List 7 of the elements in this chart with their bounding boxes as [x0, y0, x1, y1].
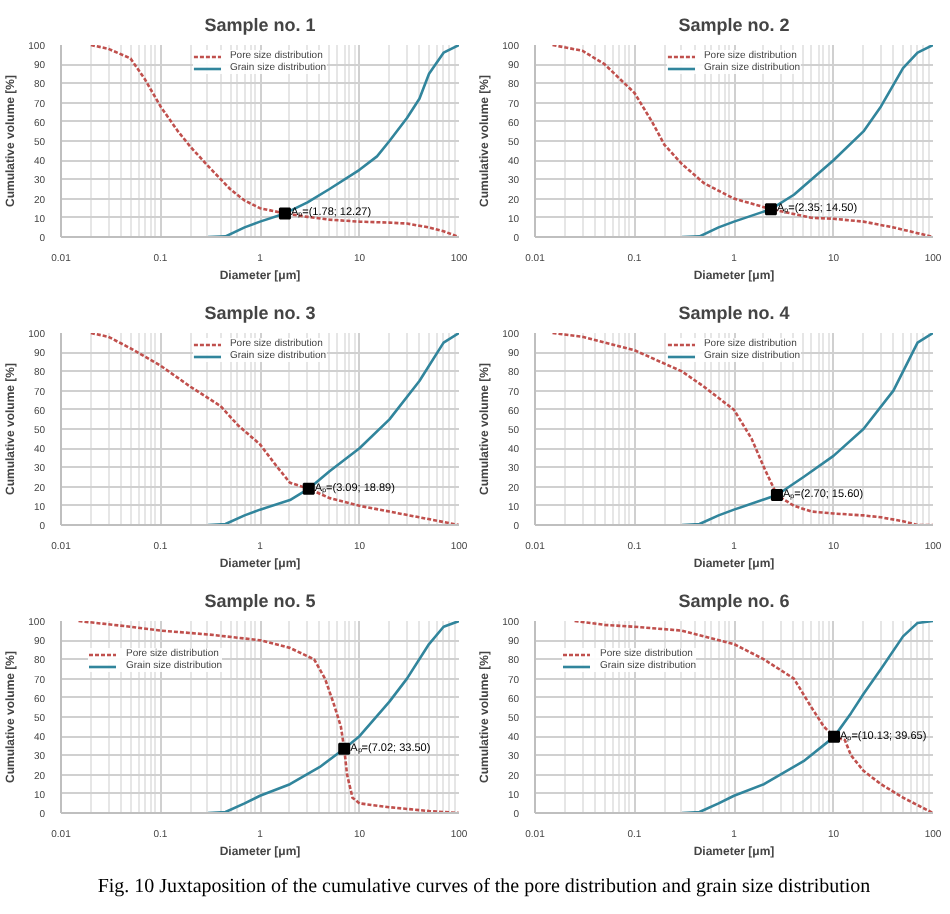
chart-title: Sample no. 2	[678, 15, 790, 35]
chart-title: Sample no. 3	[204, 303, 316, 323]
chart-title: Sample no. 5	[204, 591, 316, 611]
chart-title: Sample no. 1	[204, 15, 316, 35]
chart-title: Sample no. 4	[678, 303, 790, 323]
caption: Fig. 10 Juxtaposition of the cumulative curves of the pore distribution and grain size distribution	[97, 874, 871, 902]
chart-title: Sample no. 6	[678, 591, 790, 611]
